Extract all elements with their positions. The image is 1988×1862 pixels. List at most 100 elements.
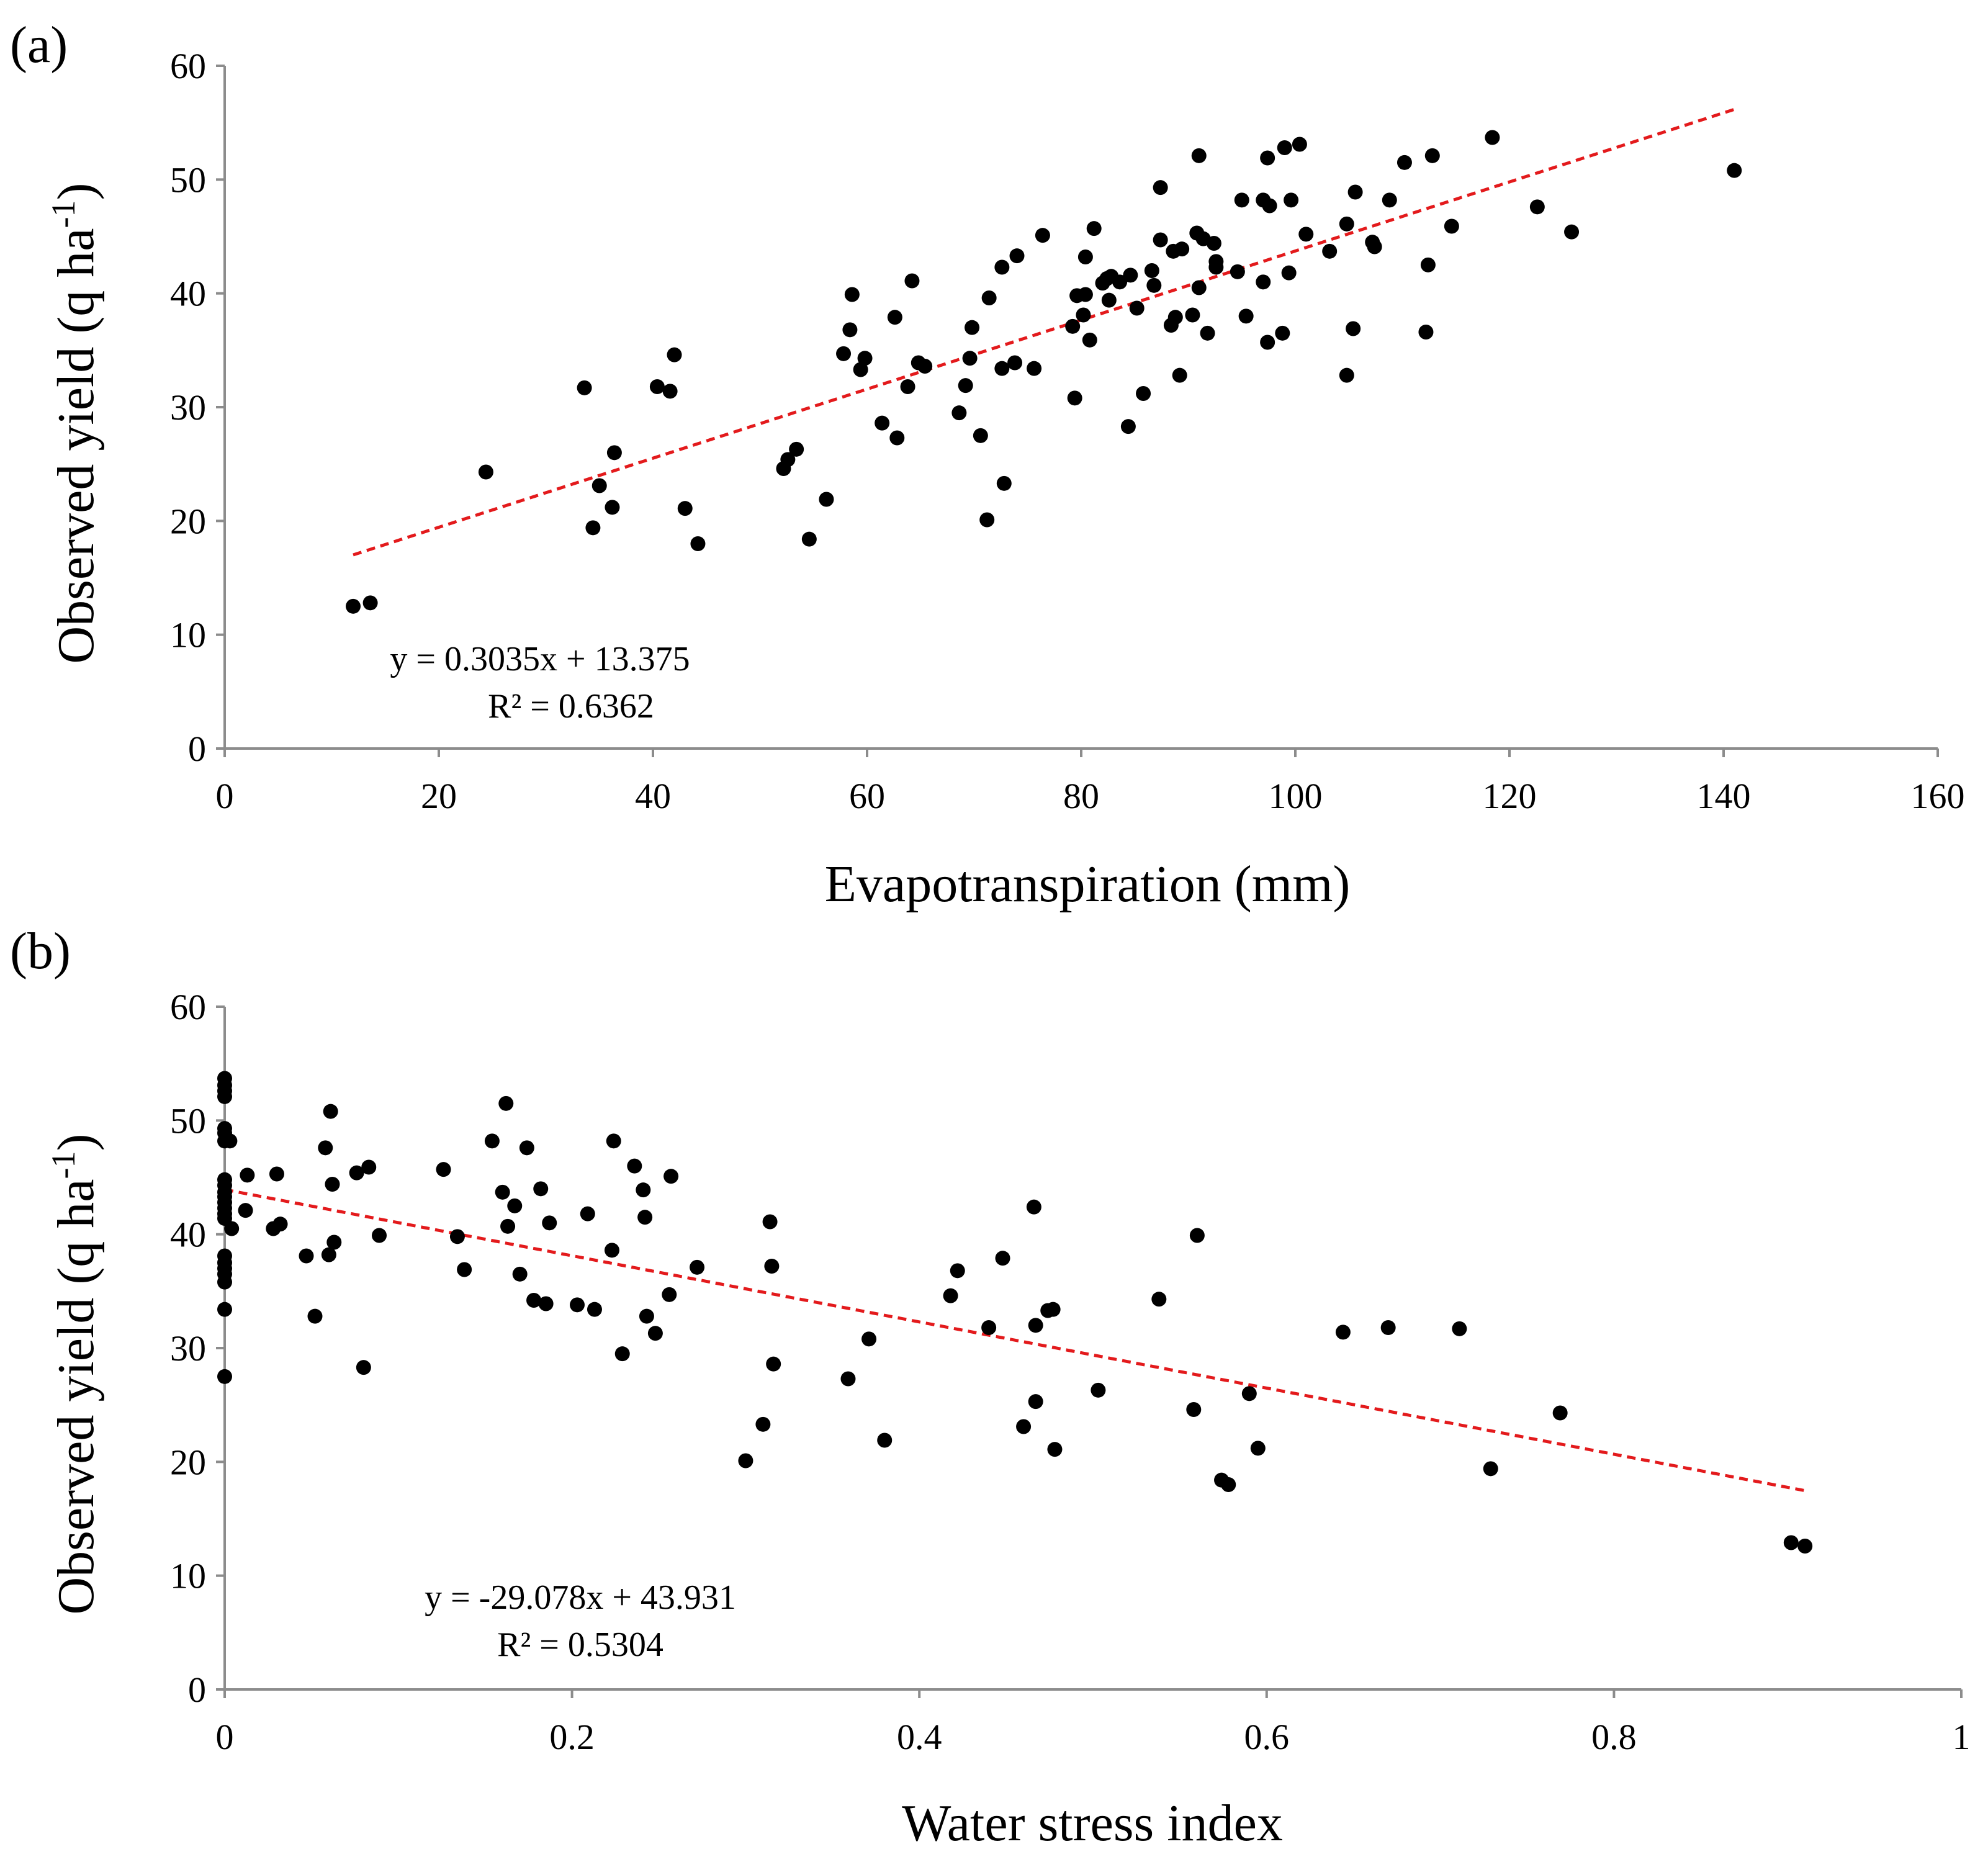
panel-b-x-tick-label: 0.4 xyxy=(897,1717,942,1757)
panel-a-y-tick-label: 40 xyxy=(170,274,206,314)
panel-b-data-point xyxy=(604,1243,619,1258)
panel-b-data-point xyxy=(500,1218,516,1234)
panel-b-data-point xyxy=(1335,1325,1351,1340)
panel-a-data-point xyxy=(585,520,601,536)
panel-b-data-point xyxy=(950,1263,965,1279)
panel-b-data-point xyxy=(587,1302,602,1317)
panel-b-data-point xyxy=(1552,1405,1568,1421)
panel-a-data-point xyxy=(1200,325,1215,341)
panel-b-data-point xyxy=(1797,1539,1813,1554)
panel-b-data-point xyxy=(356,1360,371,1375)
panel-b-data-point xyxy=(507,1198,523,1213)
panel-a-data-point xyxy=(962,351,978,366)
panel-a-data-point xyxy=(1101,292,1117,308)
panel-a-data-point xyxy=(1027,361,1042,376)
panel-b-data-point xyxy=(637,1210,653,1225)
panel-a-data-point xyxy=(958,378,973,394)
panel-b-data-point xyxy=(238,1203,253,1218)
panel-a-y-label-close: ) xyxy=(47,182,105,200)
panel-a-data-point xyxy=(1234,192,1249,208)
panel-b-x-tick-label: 0.2 xyxy=(549,1717,595,1757)
panel-a-data-point xyxy=(1420,257,1436,272)
panel-b-y-tick-label: 20 xyxy=(170,1442,206,1482)
panel-a-data-point xyxy=(1035,228,1050,243)
panel-a-data-point xyxy=(1322,243,1338,259)
panel-a-data-point xyxy=(362,595,378,611)
panel-a-data-point xyxy=(1191,148,1207,163)
panel-b-y-label-main: Observed yield (q ha xyxy=(47,1179,105,1614)
panel-a-y-tick-label: 0 xyxy=(188,729,206,769)
panel-a-data-point xyxy=(981,290,997,305)
panel-a-data-point xyxy=(1067,390,1082,406)
panel-a-trendline xyxy=(353,107,1735,557)
panel-b-data-point xyxy=(840,1371,856,1387)
panel-b-data-point xyxy=(981,1320,997,1335)
panel-a: (a) Observed yield (q ha-1) Evapotranspi… xyxy=(10,16,1965,913)
panel-a-y-axis-label: Observed yield (q ha-1) xyxy=(45,182,105,663)
panel-b-data-point xyxy=(861,1331,877,1347)
panel-a-data-point xyxy=(1339,367,1354,383)
panel-b-y-axis-label: Observed yield (q ha-1) xyxy=(45,1133,105,1614)
panel-b-data-point xyxy=(766,1356,781,1372)
panel-b-data-point xyxy=(627,1158,642,1174)
panel-a-y-tick-label: 50 xyxy=(170,160,206,200)
panel-a-r2: R² = 0.6362 xyxy=(488,687,654,726)
panel-a-data-point xyxy=(1485,130,1500,145)
panel-a-data-point xyxy=(1281,265,1297,281)
panel-b-y-label-sup: -1 xyxy=(45,1151,82,1179)
panel-a-data-point xyxy=(1256,274,1271,290)
panel-b-data-point xyxy=(449,1229,465,1244)
panel-a-data-point xyxy=(1382,192,1397,208)
panel-a-y-tick-label: 20 xyxy=(170,501,206,541)
panel-b-data-point xyxy=(1091,1382,1106,1398)
panel-a-data-point xyxy=(819,492,834,507)
panel-b-data-point xyxy=(495,1184,510,1200)
panel-b-data-point xyxy=(457,1262,472,1277)
panel-a-data-point xyxy=(1153,232,1168,248)
panel-a-data-point xyxy=(1129,300,1145,316)
panel-a-data-point xyxy=(605,500,620,515)
panel-b-data-point xyxy=(484,1133,500,1149)
panel-a-y-tick-label: 10 xyxy=(170,615,206,655)
panel-a-data-point xyxy=(1727,163,1742,178)
panel-b-data-point xyxy=(580,1206,595,1221)
panel-b-data-point xyxy=(1380,1320,1396,1335)
panel-a-x-tick-label: 60 xyxy=(849,776,885,816)
panel-b-data-point xyxy=(1483,1461,1498,1477)
panel-a-data-point xyxy=(1007,355,1023,371)
panel-a-data-point xyxy=(1292,137,1307,152)
panel-b-points xyxy=(217,1071,1813,1554)
panel-b-y-tick-label: 60 xyxy=(170,987,206,1027)
panel-a-data-point xyxy=(875,415,890,431)
panel-a-data-point xyxy=(346,598,361,614)
panel-a-x-tick-label: 160 xyxy=(1911,776,1965,816)
panel-a-data-point xyxy=(1146,277,1162,293)
panel-b-data-point xyxy=(647,1326,663,1341)
panel-b-data-point xyxy=(217,1274,232,1290)
panel-b-data-point xyxy=(943,1288,958,1303)
panel-a-data-point xyxy=(1144,263,1159,278)
panel-a-data-point xyxy=(1077,287,1093,302)
panel-a-data-point xyxy=(780,452,796,467)
panel-b-data-point xyxy=(1186,1402,1202,1417)
panel-a-data-point xyxy=(887,310,902,325)
panel-a-data-point xyxy=(667,347,682,362)
panel-a-data-point xyxy=(1262,198,1277,214)
panel-b-data-point xyxy=(1047,1442,1063,1457)
panel-a-data-point xyxy=(649,379,665,394)
panel-a-data-point xyxy=(1206,236,1221,251)
panel-a-data-point xyxy=(889,430,905,446)
panel-b-data-point xyxy=(755,1416,771,1432)
panel-a-data-point xyxy=(1112,274,1128,290)
panel-a-x-tick-label: 100 xyxy=(1269,776,1323,816)
panel-a-data-point xyxy=(917,359,933,374)
panel-a-x-tick-label: 120 xyxy=(1483,776,1537,816)
panel-a-data-point xyxy=(1418,325,1434,340)
panel-a-data-point xyxy=(965,320,980,335)
panel-a-y-label-sup: -1 xyxy=(45,200,82,228)
panel-a-data-point xyxy=(1339,216,1354,232)
panel-a-data-point xyxy=(677,501,693,516)
panel-a-data-point xyxy=(842,322,858,338)
panel-a-data-point xyxy=(1444,218,1459,234)
